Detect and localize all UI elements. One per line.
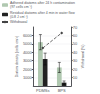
- svg-text:Withdrawal: Withdrawal: [10, 20, 28, 24]
- svg-text:Withdrawal (%): Withdrawal (%): [81, 45, 85, 69]
- svg-text:30: 30: [73, 58, 78, 63]
- svg-text:PDMSs: PDMSs: [36, 88, 50, 93]
- svg-text:4000: 4000: [23, 50, 33, 55]
- svg-text:2000: 2000: [23, 67, 33, 72]
- svg-text:70: 70: [73, 25, 78, 30]
- svg-text:20: 20: [73, 67, 78, 72]
- svg-text:50: 50: [73, 41, 78, 46]
- svg-text:60: 60: [73, 33, 78, 38]
- svg-text:40: 40: [73, 50, 78, 55]
- svg-text:6000: 6000: [23, 33, 33, 38]
- svg-text:(97 cells cm⁻²): (97 cells cm⁻²): [10, 5, 32, 9]
- svg-text:BPS: BPS: [58, 88, 66, 93]
- svg-text:Diatom density (cells cm⁻²): Diatom density (cells cm⁻²): [15, 36, 19, 77]
- svg-text:Adhered diatoms after 24 h con: Adhered diatoms after 24 h contamination: [10, 1, 75, 5]
- svg-text:5000: 5000: [23, 41, 33, 46]
- svg-text:1000: 1000: [23, 75, 33, 80]
- svg-text:3000: 3000: [23, 58, 33, 63]
- svg-text:Residual diatoms after 4 min i: Residual diatoms after 4 min in water fl…: [10, 10, 75, 15]
- svg-text:10: 10: [73, 75, 78, 80]
- svg-text:(0.8 J cm⁻²): (0.8 J cm⁻²): [10, 15, 28, 19]
